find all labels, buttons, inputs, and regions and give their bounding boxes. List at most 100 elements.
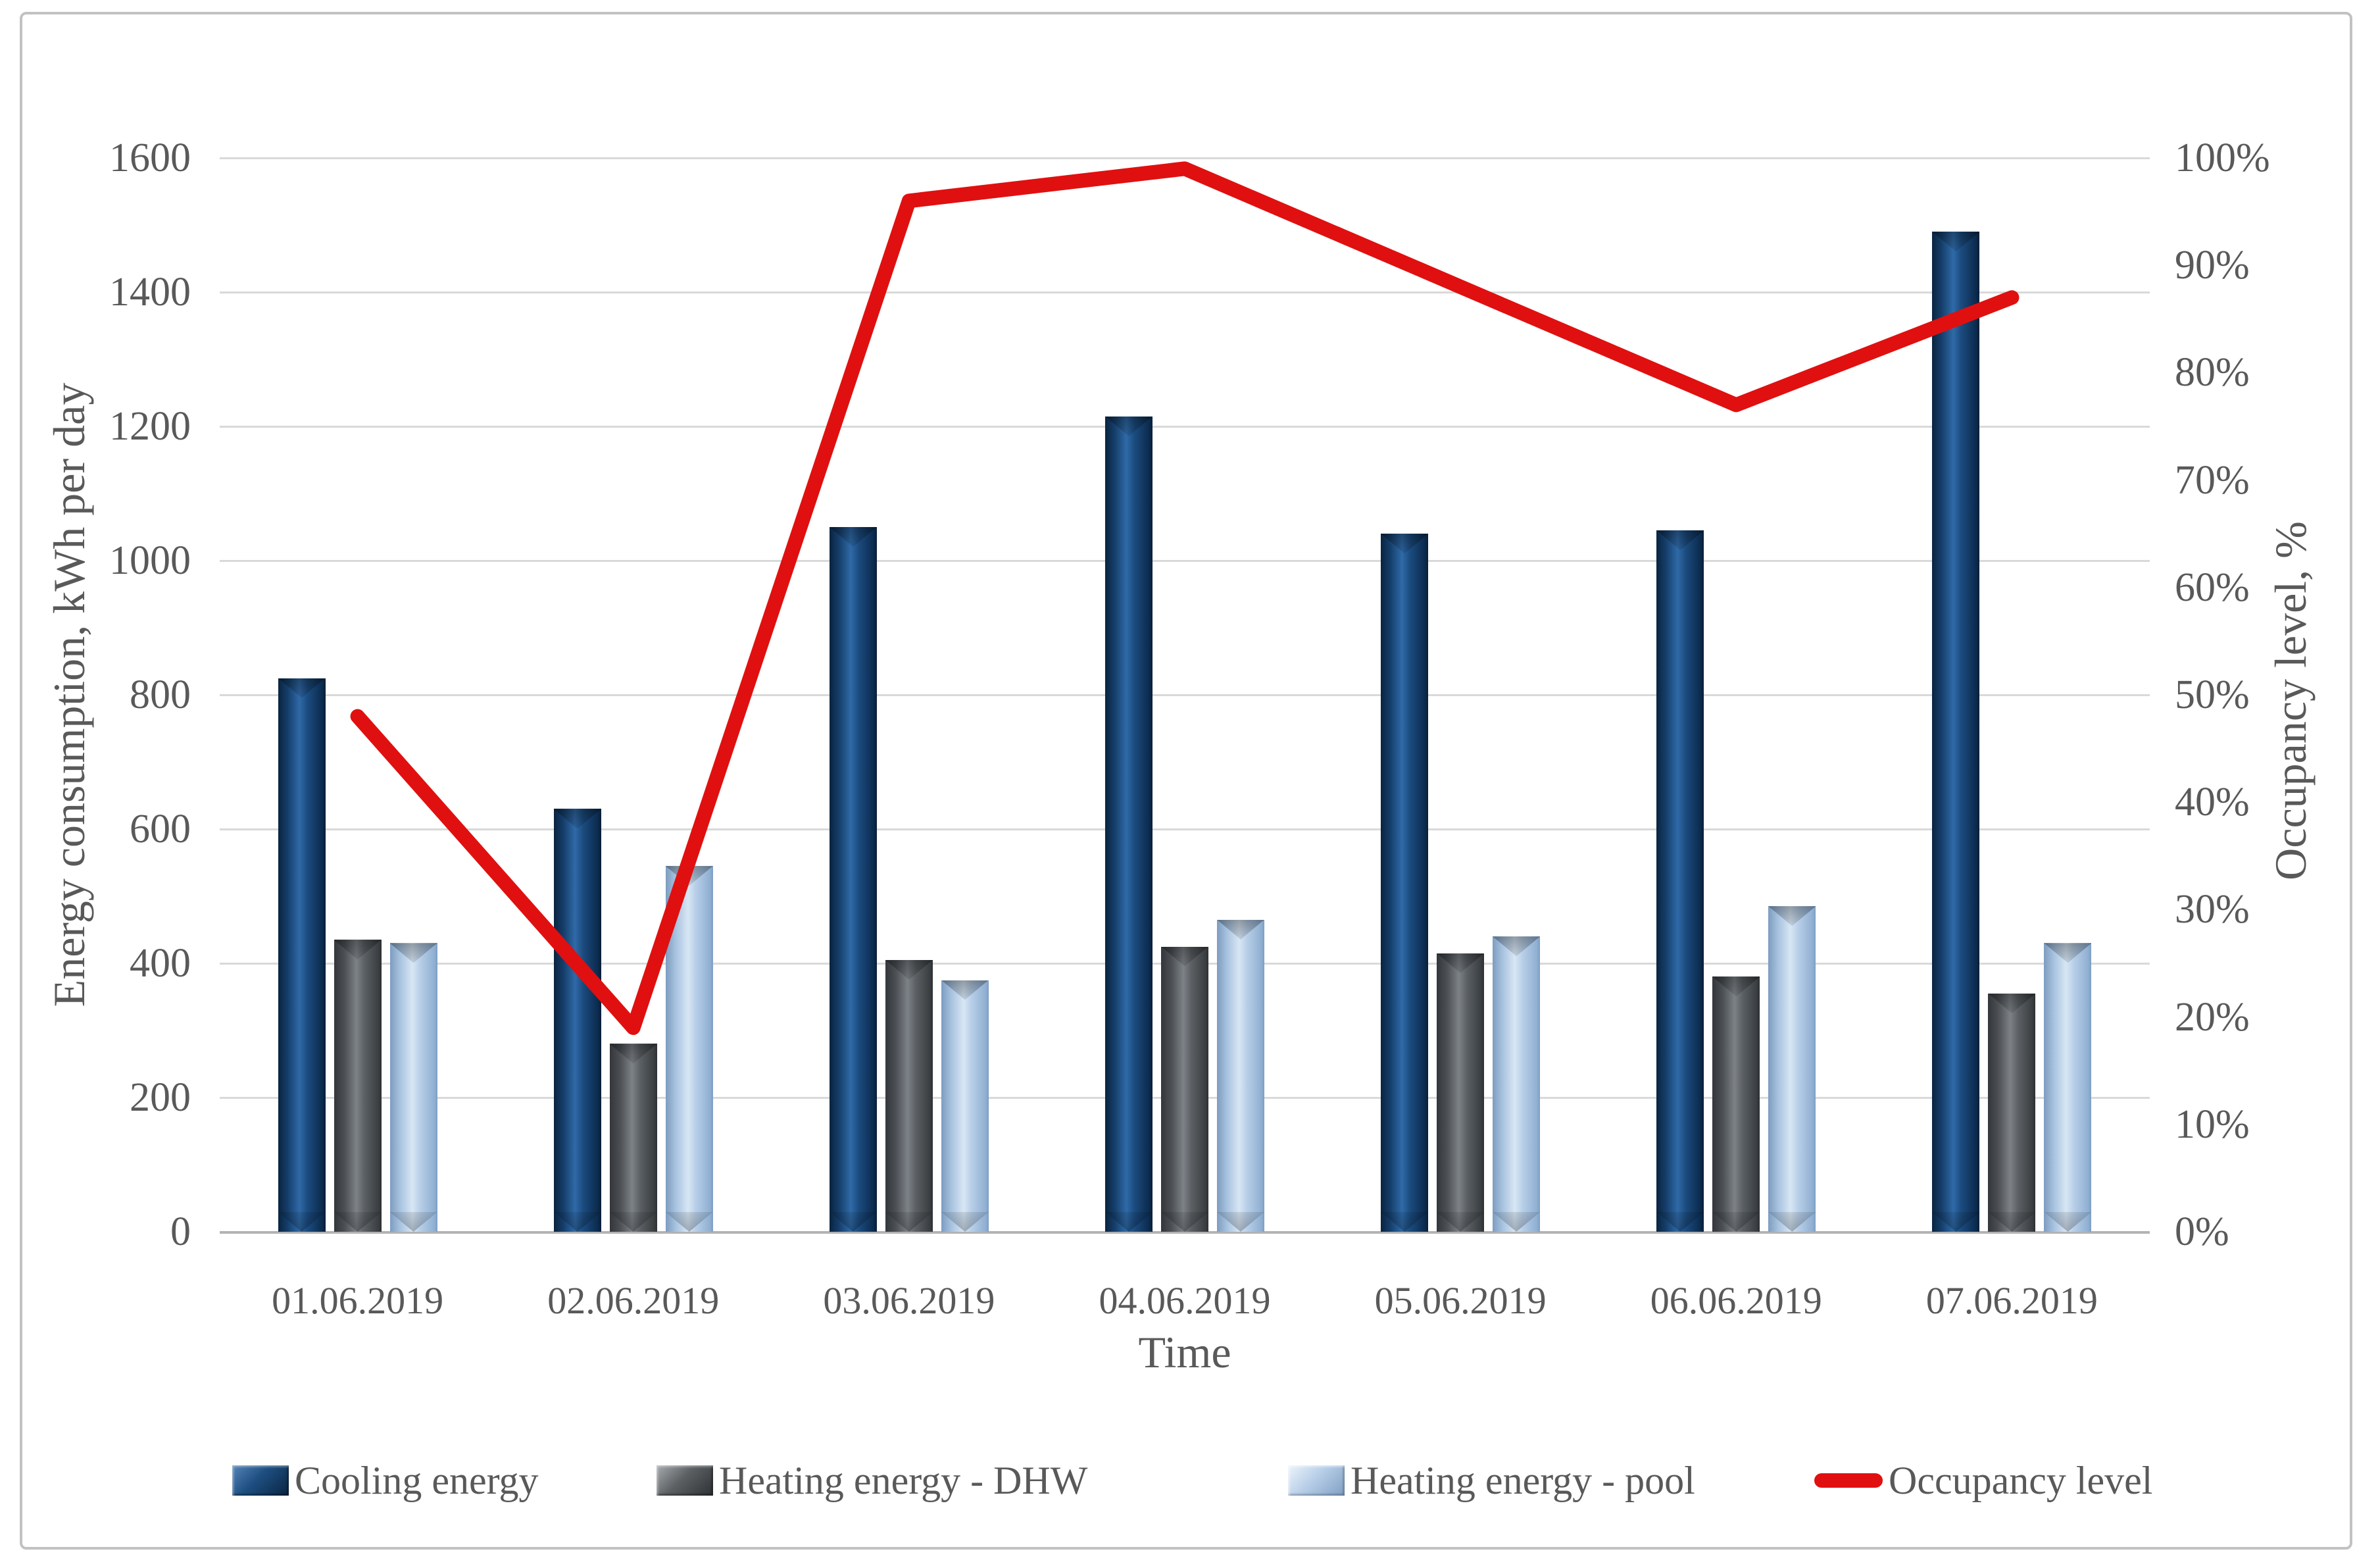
bar-top-bevel-icon (885, 959, 933, 980)
cooling-bar (829, 527, 877, 1232)
bar-top-bevel-icon (1217, 919, 1264, 940)
bar-bottom-bevel-icon (1437, 1211, 1485, 1232)
x-axis-category-label: 04.06.2019 (1099, 1279, 1271, 1322)
y-axis-left-tick: 800 (130, 672, 191, 717)
cooling-energy-swatch-icon (232, 1465, 289, 1496)
pool-bar (1217, 919, 1264, 1232)
bar-bottom-bevel-icon (1932, 1211, 1980, 1232)
bar-bottom-bevel-icon (829, 1212, 877, 1232)
occupancy-line-swatch-icon (1814, 1473, 1883, 1488)
dhw-bar (885, 959, 933, 1232)
y-axis-title-left: Energy consumption, kWh per day (44, 382, 94, 1007)
dhw-bar (609, 1044, 657, 1232)
dhw-bar (1712, 976, 1760, 1232)
bar-bottom-bevel-icon (1161, 1212, 1208, 1232)
y-axis-right-tick: 40% (2175, 780, 2250, 825)
heating-dhw-swatch-icon (657, 1465, 713, 1496)
bar-bottom-bevel-icon (609, 1211, 657, 1232)
y-axis-right-tick: 80% (2175, 350, 2250, 395)
bar-bottom-bevel-icon (1988, 1211, 2036, 1232)
bar-bottom-bevel-icon (2044, 1211, 2092, 1232)
bar-bottom-bevel-icon (553, 1211, 601, 1232)
y-axis-left-tick: 600 (130, 807, 191, 851)
bar-top-bevel-icon (553, 809, 601, 829)
bar-top-bevel-icon (278, 678, 326, 698)
y-axis-left-tick: 1600 (109, 136, 191, 180)
dhw-bar (1161, 946, 1208, 1232)
bar-top-bevel-icon (1161, 946, 1208, 967)
legend-label-dhw: Heating energy - DHW (719, 1459, 1088, 1502)
pool-bar (665, 866, 713, 1232)
bar-bottom-bevel-icon (334, 1211, 382, 1232)
x-axis-category-label: 05.06.2019 (1374, 1279, 1547, 1322)
pool-bar (1493, 936, 1541, 1232)
y-axis-right-tick: 60% (2175, 565, 2250, 610)
bar-bottom-bevel-icon (941, 1212, 989, 1232)
bar-top-bevel-icon (1493, 936, 1541, 957)
y-axis-title-right: Occupancy level, % (2266, 521, 2316, 880)
y-axis-right-tick: 70% (2175, 457, 2250, 503)
gridline-1600 (220, 157, 2150, 159)
bar-top-bevel-icon (829, 527, 877, 547)
x-axis-category-label: 07.06.2019 (1925, 1279, 2098, 1322)
y-axis-left-tick: 400 (130, 941, 191, 986)
bar-top-bevel-icon (389, 943, 437, 963)
x-axis-title: Time (1138, 1327, 1231, 1377)
cooling-bar (1381, 534, 1429, 1232)
bar-bottom-bevel-icon (1381, 1211, 1429, 1232)
legend-label-cooling: Cooling energy (295, 1459, 539, 1502)
gridline-1000 (220, 559, 2150, 562)
bar-bottom-bevel-icon (1217, 1211, 1264, 1232)
bar-bottom-bevel-icon (389, 1211, 437, 1232)
bar-top-bevel-icon (609, 1044, 657, 1064)
cooling-bar (1656, 530, 1704, 1232)
y-axis-left-tick: 1400 (109, 270, 191, 315)
bar-bottom-bevel-icon (885, 1211, 933, 1232)
cooling-bar (553, 809, 601, 1232)
cooling-bar (1932, 232, 1980, 1232)
x-axis-category-label: 02.06.2019 (547, 1279, 720, 1322)
y-axis-right-tick: 20% (2175, 994, 2250, 1040)
bar-bottom-bevel-icon (278, 1212, 326, 1232)
legend-label-pool: Heating energy - pool (1351, 1459, 1695, 1502)
pool-bar (389, 943, 437, 1232)
x-axis-category-label: 01.06.2019 (272, 1279, 444, 1322)
pool-bar (1768, 906, 1816, 1232)
y-axis-right-tick: 30% (2175, 887, 2250, 932)
bar-top-bevel-icon (1932, 232, 1980, 252)
y-axis-right-tick: 100% (2175, 136, 2270, 180)
y-axis-left-tick: 1200 (109, 404, 191, 449)
bar-top-bevel-icon (1712, 976, 1760, 997)
pool-bar (941, 980, 989, 1232)
y-axis-right-tick: 90% (2175, 243, 2250, 288)
y-axis-left-tick: 0 (170, 1209, 191, 1254)
y-axis-right-tick: 10% (2175, 1101, 2250, 1147)
legend-item-cooling: Cooling energy (232, 1452, 539, 1509)
bar-top-bevel-icon (334, 940, 382, 960)
x-axis-category-label: 06.06.2019 (1650, 1279, 1822, 1322)
legend-item-pool: Heating energy - pool (1288, 1452, 1695, 1509)
bar-top-bevel-icon (1105, 416, 1153, 436)
legend-item-occupancy: Occupancy level (1814, 1452, 2152, 1509)
gridline-800 (220, 694, 2150, 696)
bar-bottom-bevel-icon (1768, 1211, 1816, 1232)
heating-pool-swatch-icon (1288, 1465, 1345, 1496)
gridline-1200 (220, 425, 2150, 428)
gridline-600 (220, 828, 2150, 830)
gridline-1400 (220, 291, 2150, 293)
legend-label-occupancy: Occupancy level (1889, 1459, 2153, 1502)
x-axis-category-label: 03.06.2019 (823, 1279, 995, 1322)
bar-top-bevel-icon (1381, 534, 1429, 554)
bar-bottom-bevel-icon (665, 1211, 713, 1232)
y-axis-right-tick: 0% (2175, 1209, 2229, 1254)
bar-bottom-bevel-icon (1105, 1211, 1153, 1232)
bar-top-bevel-icon (2044, 943, 2092, 963)
bar-top-bevel-icon (941, 980, 989, 1000)
bar-top-bevel-icon (1988, 993, 2036, 1013)
dhw-bar (334, 940, 382, 1232)
cooling-bar (1105, 416, 1153, 1232)
y-axis-right-tick: 50% (2175, 672, 2250, 717)
cooling-bar (278, 678, 326, 1232)
bar-bottom-bevel-icon (1712, 1211, 1760, 1232)
